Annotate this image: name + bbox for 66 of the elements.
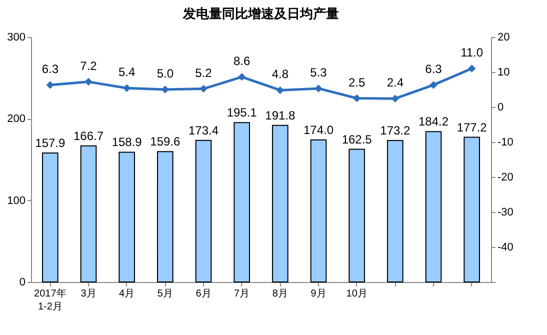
x-tick-label: 9月: [310, 288, 326, 300]
data-label: 6.3: [42, 62, 59, 76]
point: [238, 73, 246, 81]
point: [352, 94, 361, 102]
data-label: 159.6: [150, 134, 181, 149]
y2-tick-label: 10: [498, 66, 510, 78]
bar: [387, 140, 404, 282]
y-tick-label: 0: [19, 276, 26, 288]
data-label: 195.1: [226, 106, 258, 120]
data-label: 162.5: [342, 132, 372, 146]
bar: [464, 136, 480, 282]
x-tick-label: 3月: [80, 288, 96, 300]
data-label: 177.2: [456, 120, 488, 134]
data-label: 173.2: [380, 124, 411, 138]
bar: [118, 152, 135, 282]
bar: [272, 124, 288, 282]
y2-tick-label: -40: [498, 242, 514, 254]
data-label: 11.0: [460, 46, 484, 60]
y2-tick-label: -30: [498, 206, 514, 218]
point: [430, 81, 438, 89]
data-label: 173.4: [188, 123, 219, 138]
data-label: 2.5: [348, 75, 366, 90]
data-label: 5.3: [310, 65, 328, 80]
bar: [42, 152, 58, 282]
x-tick-label: 5月: [157, 288, 173, 300]
data-label: 7.2: [80, 58, 98, 73]
data-label: 5.2: [195, 66, 212, 80]
x-tick-label: 2017年 1-2月: [34, 288, 66, 312]
x-tick-label: 6月: [196, 288, 212, 300]
data-label: 157.9: [35, 136, 66, 150]
data-label: 8.6: [233, 54, 250, 68]
bar: [425, 131, 442, 282]
y2-tick-label: -10: [498, 136, 514, 148]
y2-tick-label: -20: [498, 172, 514, 184]
data-label: 5.4: [118, 65, 136, 80]
data-label: 2.4: [386, 76, 404, 90]
y2-tick-label: 0: [498, 102, 504, 114]
y2-tick-label: 20: [498, 32, 510, 44]
x-tick-label: 8月: [272, 288, 288, 300]
x-tick-label: 4月: [119, 288, 135, 300]
data-label: 158.9: [112, 135, 142, 150]
chart-title: 发电量同比增速及日均产量: [182, 6, 339, 21]
data-label: 166.7: [73, 128, 104, 143]
bar: [348, 148, 365, 282]
point: [84, 78, 92, 86]
bar: [80, 145, 97, 282]
bar: [157, 151, 174, 282]
point: [314, 84, 322, 92]
bar: [234, 122, 250, 282]
point: [276, 86, 284, 94]
bar: [310, 139, 327, 282]
data-label: 191.8: [265, 108, 296, 122]
y-tick-label: 200: [7, 113, 26, 126]
point: [200, 84, 208, 93]
y-tick-label: 100: [7, 194, 26, 207]
x-tick-label: 10月: [346, 288, 368, 300]
data-label: 174.0: [303, 122, 334, 137]
point: [468, 64, 476, 72]
data-label: 184.2: [418, 114, 449, 129]
x-tick-label: 7月: [234, 288, 250, 300]
data-label: 4.8: [272, 67, 289, 82]
bar: [195, 140, 212, 282]
data-label: 5.0: [156, 66, 174, 80]
point: [391, 94, 400, 102]
data-label: 6.3: [425, 62, 442, 76]
y-tick-label: 300: [7, 32, 26, 44]
